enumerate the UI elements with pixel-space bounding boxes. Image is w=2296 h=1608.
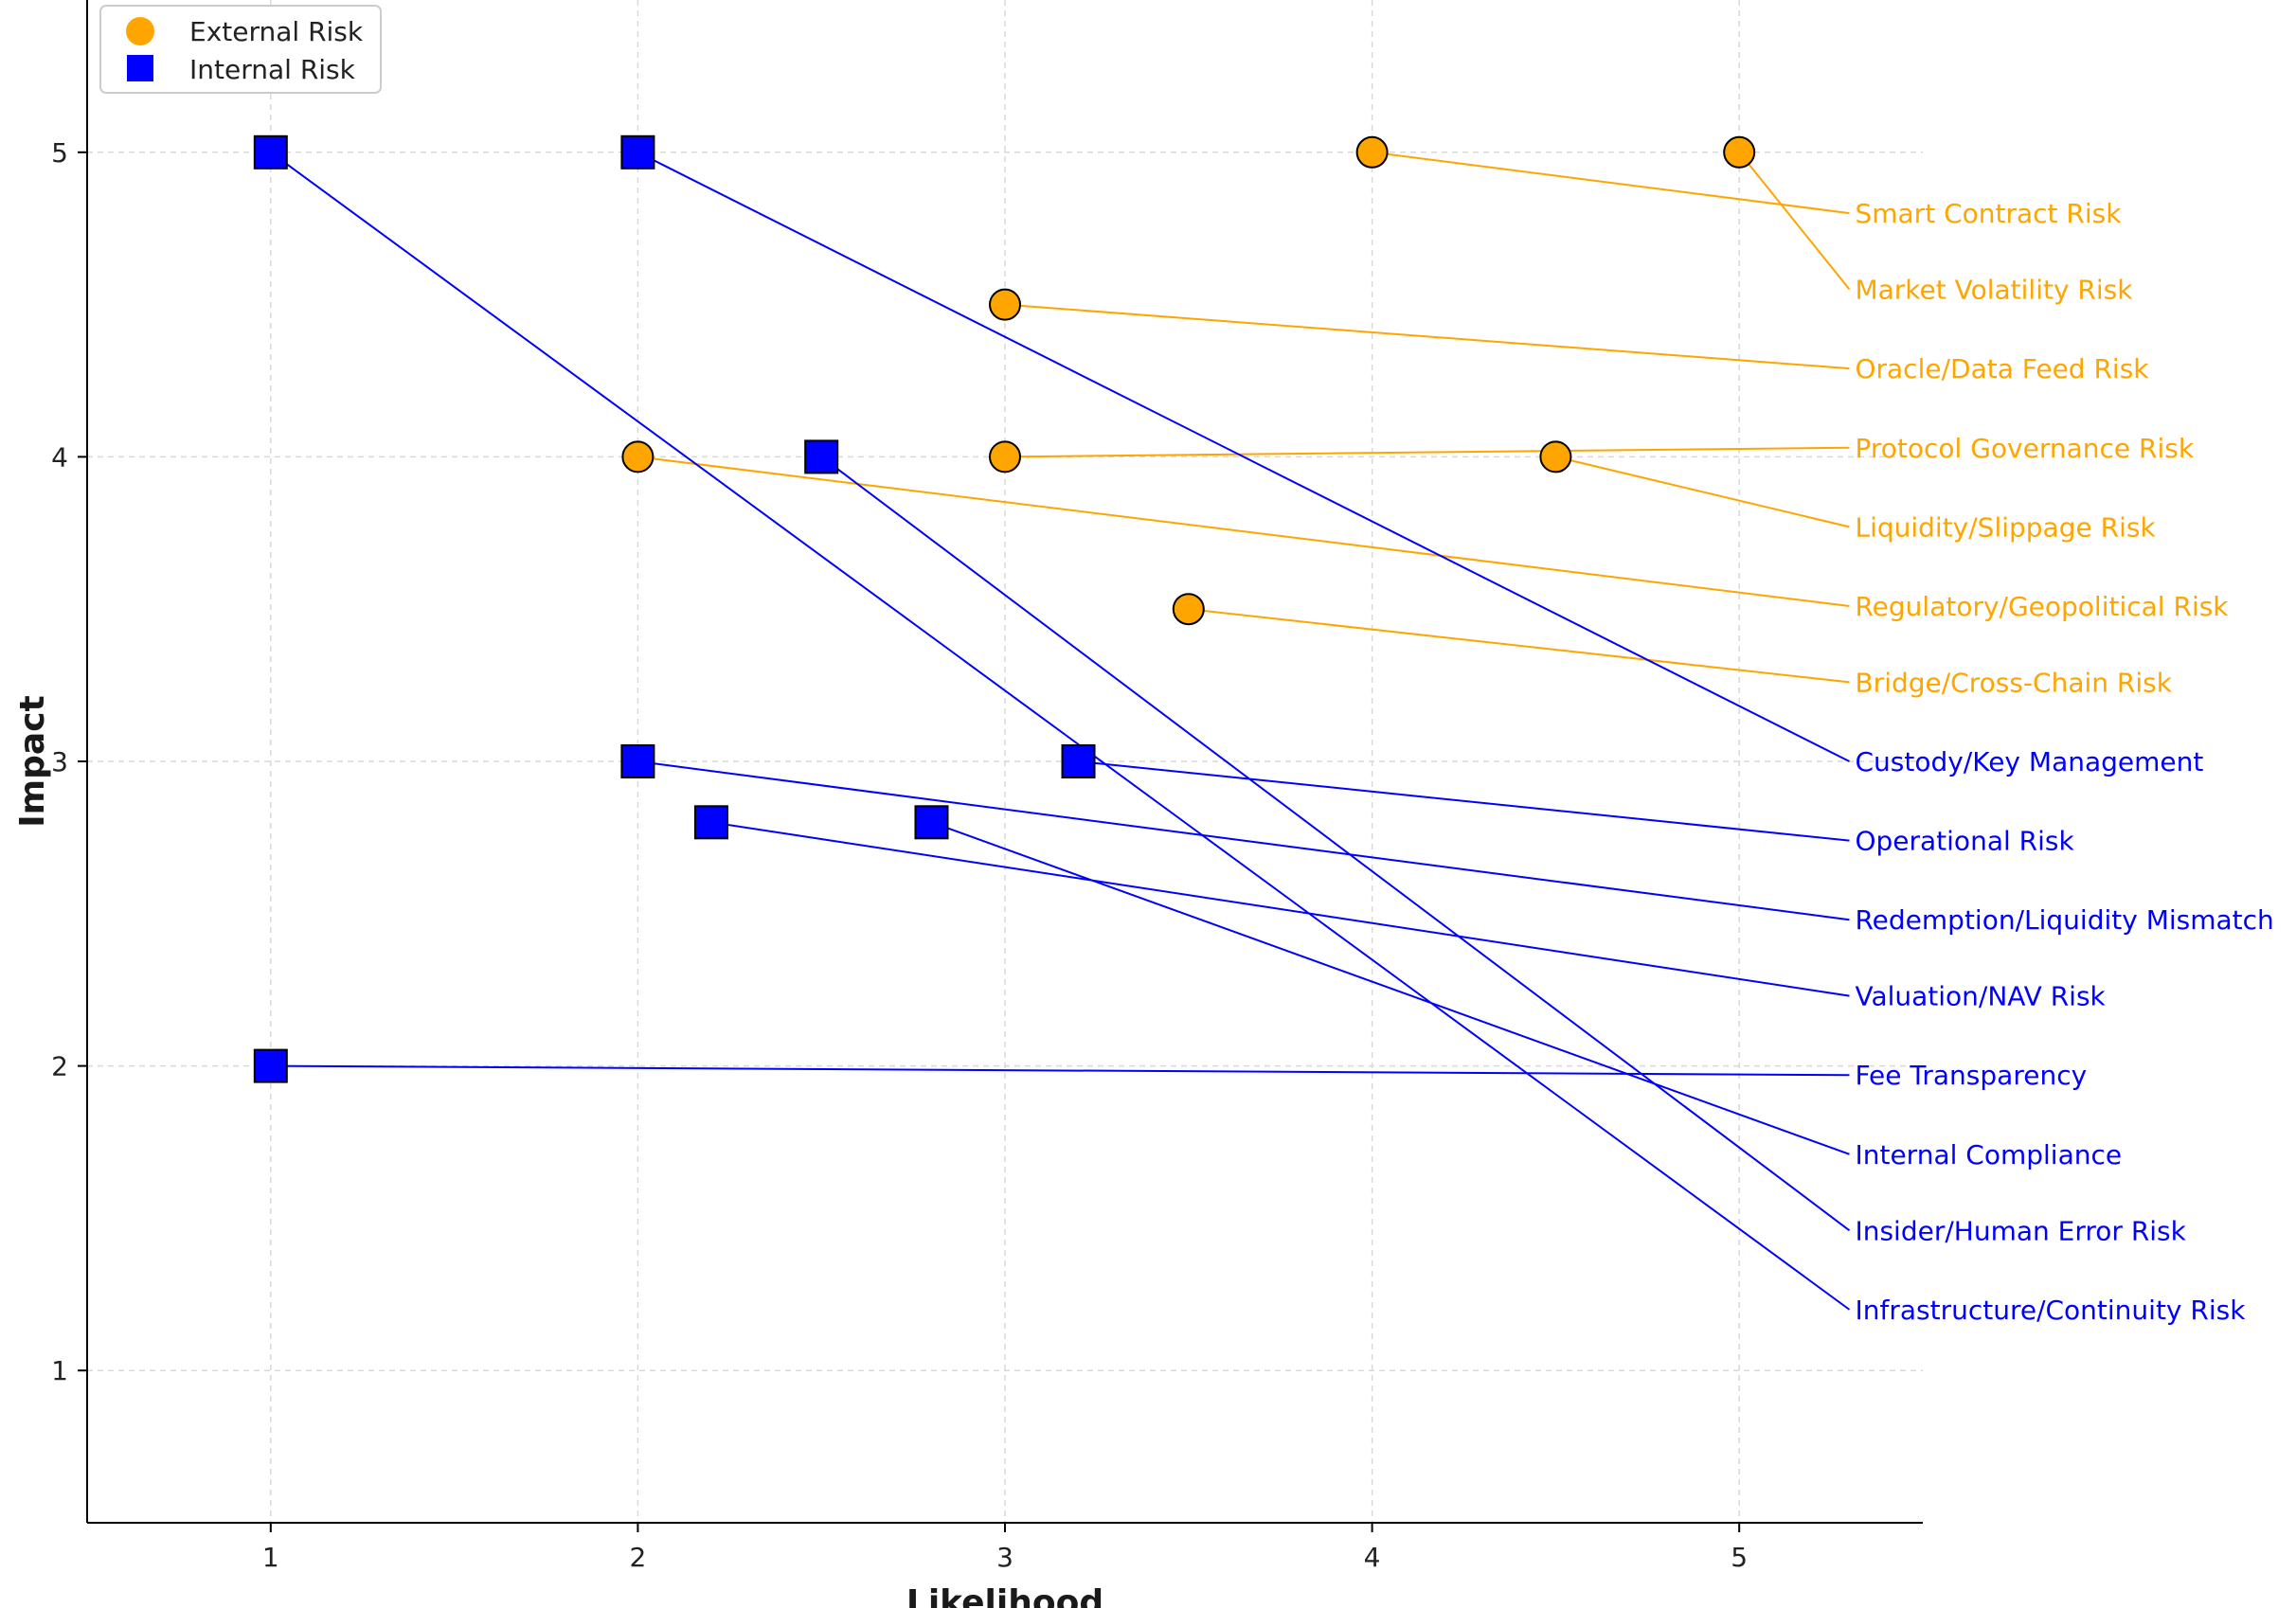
y-axis-title: Impact [13, 695, 52, 828]
leader-line-bridge-cross-chain-risk [1188, 608, 1850, 684]
label-smart-contract-risk: Smart Contract Risk [1855, 198, 2122, 229]
risk-labels: Smart Contract Risk Market Volatility Ris… [1855, 198, 2273, 1326]
point-operational-risk [1061, 744, 1096, 778]
leader-line-operational-risk [1078, 760, 1850, 842]
label-redemption-liquidity-mismatch: Redemption/Liquidity Mismatch [1855, 904, 2273, 936]
y-tick-label: 4 [51, 441, 68, 473]
point-custody-key-management [620, 134, 655, 170]
label-liquidity-slippage-risk: Liquidity/Slippage Risk [1855, 511, 2156, 543]
y-tick-label: 3 [51, 746, 68, 777]
label-protocol-governance-risk: Protocol Governance Risk [1855, 433, 2194, 464]
leader-line-liquidity-slippage-risk [1555, 456, 1850, 528]
label-regulatory-geopolitical-risk: Regulatory/Geopolitical Risk [1855, 591, 2229, 622]
leader-line-market-volatility-risk [1738, 152, 1851, 291]
label-operational-risk: Operational Risk [1855, 826, 2074, 857]
leader-line-infrastructure-continuity-risk [270, 151, 1851, 1311]
point-market-volatility-risk [1723, 135, 1756, 169]
x-tick-label: 1 [262, 1542, 279, 1573]
point-redemption-liquidity-mismatch [620, 744, 655, 778]
label-infrastructure-continuity-risk: Infrastructure/Continuity Risk [1855, 1295, 2246, 1326]
label-oracle-data-feed-risk: Oracle/Data Feed Risk [1855, 353, 2149, 384]
leader-line-protocol-governance-risk [1004, 446, 1850, 458]
leader-line-oracle-data-feed-risk [1004, 303, 1850, 370]
y-tick-label: 5 [51, 137, 68, 169]
point-smart-contract-risk [1355, 135, 1389, 169]
x-axis-title: Likelihood [906, 1583, 1103, 1608]
x-tick-label: 2 [629, 1542, 646, 1573]
leader-line-redemption-liquidity-mismatch [637, 760, 1850, 921]
legend-external-label: External Risk [189, 16, 364, 47]
point-protocol-governance-risk [989, 440, 1021, 473]
data-markers [253, 134, 1756, 1083]
legend-internal-label: Internal Risk [189, 54, 356, 85]
leader-line-smart-contract-risk [1372, 151, 1850, 215]
label-internal-compliance: Internal Compliance [1855, 1139, 2122, 1170]
legend-external-marker [126, 17, 154, 45]
leader-line-internal-compliance [931, 821, 1850, 1155]
label-valuation-nav-risk: Valuation/NAV Risk [1855, 981, 2106, 1012]
x-tick-label: 3 [996, 1542, 1013, 1573]
y-tick-label: 2 [51, 1051, 68, 1082]
point-insider-human-error-risk [804, 439, 839, 474]
point-valuation-nav-risk [693, 805, 728, 840]
point-liquidity-slippage-risk [1539, 440, 1572, 473]
point-bridge-cross-chain-risk [1172, 593, 1205, 626]
label-custody-key-management: Custody/Key Management [1855, 746, 2203, 777]
label-insider-human-error-risk: Insider/Human Error Risk [1855, 1215, 2186, 1246]
leader-line-fee-transparency [270, 1064, 1850, 1077]
legend-box [99, 5, 382, 94]
point-internal-compliance [914, 805, 949, 840]
leader-line-valuation-nav-risk [710, 821, 1850, 997]
label-fee-transparency: Fee Transparency [1855, 1060, 2087, 1091]
x-tick-label: 4 [1364, 1542, 1381, 1573]
point-fee-transparency [253, 1048, 288, 1083]
label-market-volatility-risk: Market Volatility Risk [1855, 275, 2133, 306]
leader-line-regulatory-geopolitical-risk [637, 456, 1850, 607]
label-leader-lines [270, 151, 1851, 1311]
y-tick-label: 1 [51, 1355, 68, 1386]
point-regulatory-geopolitical-risk [621, 440, 655, 473]
leader-line-insider-human-error-risk [820, 456, 1851, 1232]
legend-internal-marker [127, 55, 153, 81]
legend: External Risk Internal Risk [99, 5, 382, 94]
x-tick-label: 5 [1731, 1542, 1748, 1573]
leader-line-custody-key-management [637, 151, 1850, 762]
axis-ticks: 1 2 3 4 5 1 2 3 4 5 [51, 137, 1748, 1573]
point-infrastructure-continuity-risk [253, 134, 288, 170]
point-oracle-data-feed-risk [989, 288, 1021, 321]
label-bridge-cross-chain-risk: Bridge/Cross-Chain Risk [1855, 667, 2172, 698]
